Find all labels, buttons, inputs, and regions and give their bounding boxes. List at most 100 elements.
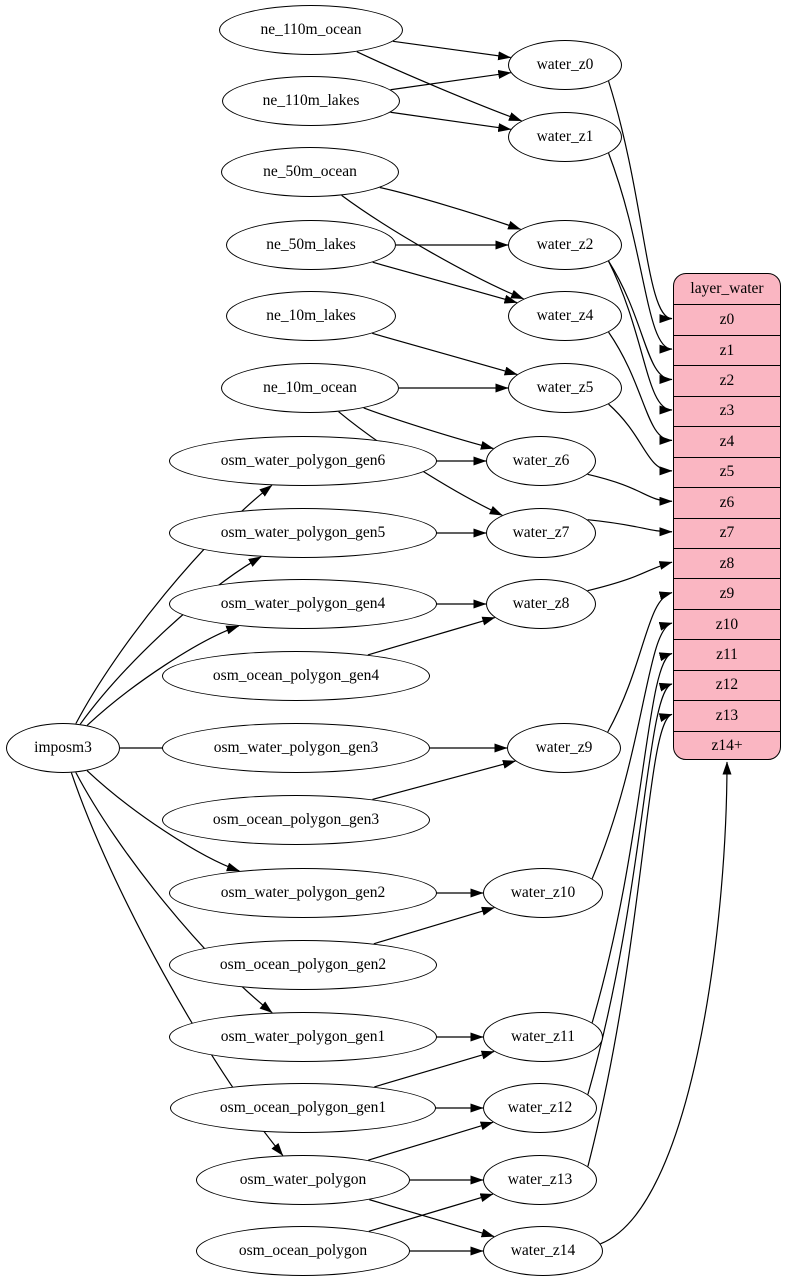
edge-water_z11-to-z11 [591,652,673,1023]
node-label: ne_50m_lakes [266,236,356,253]
edge-water_z10-to-z10 [591,621,673,879]
edge-imposm3-to-osm_water_polygon_gen4 [86,625,240,726]
record-row-z11: z11 [674,639,780,669]
edge-imposm3-to-osm_water_polygon_gen5 [79,556,262,725]
edge-water_z2-to-z2 [608,260,673,385]
node-label: ne_10m_ocean [263,379,357,396]
edge-osm_ocean_polygon_gen3-to-water_z9 [372,759,516,801]
node-label: osm_water_polygon_gen4 [220,595,386,612]
node-label: water_z11 [511,1028,575,1045]
node-osm_ocean_polygon_gen4: osm_ocean_polygon_gen4 [162,651,430,701]
edge-water_z5-to-z5 [608,403,673,476]
record-row-z0: z0 [674,304,780,334]
node-label: osm_water_polygon [239,1171,367,1188]
edge-water_z13-to-z13 [587,713,673,1167]
node-water_z12: water_z12 [483,1083,597,1133]
node-water_z4: water_z4 [508,291,622,341]
edge-water_z14-to-z14+ [600,761,732,1245]
node-ne_110m_ocean: ne_110m_ocean [219,5,403,55]
node-osm_water_polygon_gen3: osm_water_polygon_gen3 [162,723,430,773]
record-row-z7: z7 [674,517,780,548]
node-osm_water_polygon_gen4: osm_water_polygon_gen4 [169,579,437,629]
node-label: osm_ocean_polygon_gen3 [212,811,380,828]
edge-ne_10m_ocean-to-water_z6 [363,407,494,450]
node-water_z6: water_z6 [486,436,596,486]
node-label: water_z9 [535,739,593,756]
node-water_z2: water_z2 [508,220,622,270]
node-water_z13: water_z13 [483,1155,597,1205]
node-ne_10m_lakes: ne_10m_lakes [226,291,396,341]
node-water_z5: water_z5 [508,363,622,413]
record-row-z9: z9 [674,578,780,608]
edge-water_z0-to-z0 [607,80,673,324]
node-label: osm_ocean_polygon_gen1 [219,1099,387,1116]
record-row-z4: z4 [674,426,780,456]
edge-osm_water_polygon-to-water_z12 [368,1121,494,1161]
edge-water_z4-to-z4 [608,331,673,445]
record-row-z3: z3 [674,395,780,426]
node-osm_ocean_polygon_gen2: osm_ocean_polygon_gen2 [169,940,437,990]
node-imposm3: imposm3 [6,723,120,773]
node-label: osm_ocean_polygon [238,1242,368,1259]
node-ne_10m_ocean: ne_10m_ocean [221,363,399,413]
node-label: osm_water_polygon_gen5 [220,524,386,541]
record-row-z14+: z14+ [674,730,780,759]
node-osm_water_polygon: osm_water_polygon [196,1155,410,1205]
node-osm_water_polygon_gen1: osm_water_polygon_gen1 [169,1012,437,1062]
edge-water_z12-to-z12 [587,682,673,1095]
edge-water_z1-to-z1 [607,152,673,354]
node-label: water_z5 [536,379,594,396]
node-water_z1: water_z1 [508,112,622,162]
node-label: water_z7 [512,524,570,541]
edge-ne_110m_ocean-to-water_z1 [356,51,522,122]
node-label: osm_water_polygon_gen1 [220,1028,386,1045]
record-row-z6: z6 [674,487,780,517]
edge-imposm3-to-osm_water_polygon_gen6 [75,484,273,724]
node-label: osm_water_polygon_gen6 [220,452,386,469]
node-osm_ocean_polygon: osm_ocean_polygon [196,1226,410,1276]
node-label: water_z8 [512,595,570,612]
node-label: osm_ocean_polygon_gen2 [219,956,387,973]
node-label: water_z10 [510,884,576,901]
node-ne_110m_lakes: ne_110m_lakes [222,76,400,126]
node-water_z7: water_z7 [486,508,596,558]
node-water_z8: water_z8 [486,579,596,629]
edge-water_z7-to-z7 [587,519,673,537]
edge-ne_110m_ocean-to-water_z0 [392,40,512,61]
node-label: water_z13 [507,1171,573,1188]
record-row-z13: z13 [674,700,780,730]
record-row-z8: z8 [674,547,780,578]
node-osm_ocean_polygon_gen3: osm_ocean_polygon_gen3 [162,795,430,845]
edge-osm_ocean_polygon_gen1-to-water_z11 [374,1050,495,1088]
node-water_z10: water_z10 [483,868,603,918]
node-label: imposm3 [34,739,92,756]
edge-ne_10m_lakes-to-water_z5 [372,332,518,376]
node-label: water_z4 [536,307,594,324]
edge-osm_water_polygon-to-water_z14 [369,1199,495,1238]
edge-ne_110m_lakes-to-water_z1 [390,111,512,133]
node-osm_water_polygon_gen6: osm_water_polygon_gen6 [169,436,437,486]
node-label: water_z14 [510,1242,576,1259]
edge-imposm3-to-osm_water_polygon_gen2 [86,770,240,872]
node-ne_50m_lakes: ne_50m_lakes [226,220,396,270]
edge-water_z8-to-z8 [587,561,673,592]
edge-ne_110m_lakes-to-water_z0 [390,69,512,91]
record-row-z10: z10 [674,608,780,639]
node-label: water_z2 [536,236,594,253]
node-osm_water_polygon_gen2: osm_water_polygon_gen2 [169,868,437,918]
node-label: osm_water_polygon_gen3 [213,739,379,756]
record-row-z5: z5 [674,456,780,487]
node-label: osm_ocean_polygon_gen4 [212,667,380,684]
node-label: ne_110m_lakes [262,92,360,109]
edge-water_z2-to-z3 [608,260,673,415]
node-label: water_z1 [536,128,594,145]
record-title: layer_water [690,280,764,298]
node-label: ne_10m_lakes [266,307,356,324]
node-osm_ocean_polygon_gen1: osm_ocean_polygon_gen1 [170,1083,436,1133]
node-ne_50m_ocean: ne_50m_ocean [221,147,399,197]
record-row-z2: z2 [674,365,780,395]
node-label: water_z12 [507,1099,573,1116]
node-water_z14: water_z14 [483,1226,603,1276]
node-water_z11: water_z11 [483,1012,603,1062]
